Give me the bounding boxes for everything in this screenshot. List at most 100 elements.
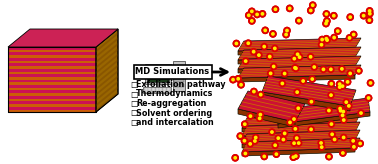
Circle shape [259, 93, 263, 97]
Circle shape [332, 36, 336, 40]
Circle shape [324, 22, 328, 25]
Circle shape [246, 140, 254, 148]
Circle shape [295, 17, 303, 24]
Circle shape [295, 90, 299, 94]
Circle shape [367, 18, 371, 22]
Circle shape [259, 113, 262, 116]
Circle shape [299, 77, 307, 85]
Circle shape [297, 19, 301, 22]
Polygon shape [262, 92, 350, 111]
Circle shape [327, 109, 331, 113]
Polygon shape [8, 47, 96, 112]
Circle shape [296, 106, 300, 110]
Circle shape [320, 43, 324, 47]
Circle shape [339, 82, 346, 90]
Polygon shape [8, 104, 96, 107]
Circle shape [257, 53, 261, 57]
Circle shape [263, 28, 267, 32]
Circle shape [280, 136, 287, 143]
Circle shape [246, 41, 250, 45]
Circle shape [333, 138, 336, 141]
Circle shape [291, 155, 295, 159]
Circle shape [291, 125, 299, 133]
Circle shape [270, 130, 274, 134]
Circle shape [271, 142, 279, 149]
Circle shape [310, 63, 318, 71]
Circle shape [366, 16, 373, 24]
Circle shape [350, 31, 358, 38]
Circle shape [253, 11, 261, 18]
Circle shape [257, 91, 265, 98]
Circle shape [307, 126, 315, 133]
Polygon shape [8, 88, 96, 90]
Circle shape [276, 136, 280, 140]
Circle shape [341, 110, 345, 113]
Circle shape [327, 109, 331, 113]
Circle shape [325, 153, 333, 160]
Circle shape [325, 19, 329, 23]
Circle shape [243, 139, 246, 143]
Polygon shape [262, 76, 356, 106]
Circle shape [359, 111, 363, 115]
Circle shape [319, 141, 323, 145]
Circle shape [260, 12, 264, 16]
Circle shape [257, 111, 264, 118]
Circle shape [342, 118, 345, 122]
Circle shape [310, 100, 313, 104]
Circle shape [295, 90, 299, 94]
Circle shape [325, 107, 333, 114]
Circle shape [332, 36, 336, 40]
Circle shape [294, 154, 298, 158]
Circle shape [352, 145, 356, 149]
FancyBboxPatch shape [174, 74, 184, 77]
Polygon shape [8, 77, 96, 80]
Circle shape [293, 66, 297, 70]
Circle shape [268, 128, 276, 136]
Polygon shape [238, 75, 355, 82]
Circle shape [290, 153, 297, 161]
Circle shape [325, 107, 333, 114]
Circle shape [272, 65, 276, 68]
Circle shape [233, 156, 237, 160]
Circle shape [327, 91, 335, 99]
Circle shape [330, 34, 338, 41]
Circle shape [281, 70, 288, 77]
Circle shape [368, 12, 372, 16]
Circle shape [233, 156, 237, 160]
Circle shape [271, 45, 279, 52]
FancyBboxPatch shape [152, 90, 155, 92]
Circle shape [307, 126, 315, 133]
Circle shape [307, 53, 314, 61]
Circle shape [367, 79, 374, 87]
Circle shape [292, 152, 300, 160]
Circle shape [365, 94, 372, 102]
Circle shape [307, 7, 314, 14]
Circle shape [255, 51, 263, 59]
Text: Solvent ordering: Solvent ordering [136, 109, 212, 117]
Circle shape [271, 32, 275, 36]
Circle shape [357, 69, 361, 73]
Circle shape [260, 153, 268, 160]
Polygon shape [242, 122, 360, 136]
Circle shape [309, 127, 313, 131]
Text: □: □ [130, 80, 138, 89]
FancyBboxPatch shape [147, 66, 169, 82]
Circle shape [329, 67, 333, 71]
Circle shape [332, 14, 336, 18]
Polygon shape [238, 47, 361, 60]
Circle shape [350, 143, 358, 151]
Circle shape [346, 70, 354, 77]
Polygon shape [276, 98, 370, 124]
Polygon shape [8, 72, 96, 74]
Circle shape [339, 149, 347, 157]
Circle shape [367, 96, 370, 100]
Circle shape [243, 152, 247, 155]
Circle shape [325, 153, 333, 160]
Circle shape [339, 108, 347, 115]
FancyBboxPatch shape [167, 90, 170, 92]
Circle shape [312, 65, 316, 69]
Polygon shape [278, 112, 370, 128]
Circle shape [345, 102, 353, 110]
Circle shape [270, 130, 274, 134]
Polygon shape [96, 37, 118, 58]
